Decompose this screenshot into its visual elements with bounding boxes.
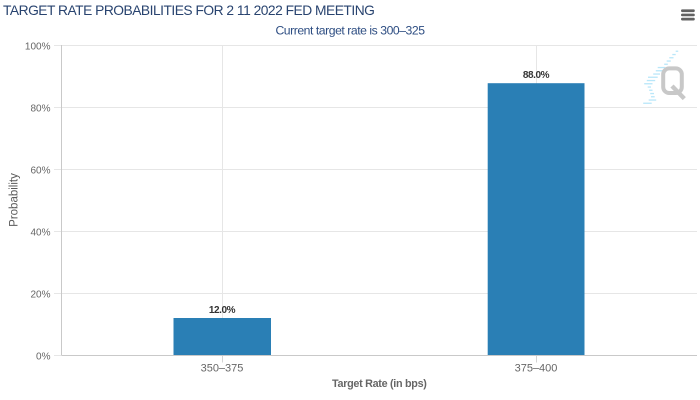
- svg-text:Probability: Probability: [9, 173, 21, 227]
- svg-text:88.0%: 88.0%: [523, 70, 550, 81]
- svg-text:350–375: 350–375: [201, 363, 244, 375]
- svg-text:60%: 60%: [30, 166, 50, 177]
- svg-text:0%: 0%: [36, 352, 51, 363]
- svg-text:Current target rate is 300–325: Current target rate is 300–325: [275, 24, 425, 38]
- svg-text:80%: 80%: [30, 104, 50, 115]
- svg-text:100%: 100%: [25, 42, 51, 53]
- svg-text:20%: 20%: [30, 290, 50, 301]
- svg-text:12.0%: 12.0%: [209, 305, 236, 316]
- svg-text:Target Rate (in bps): Target Rate (in bps): [332, 378, 427, 390]
- svg-text:TARGET RATE PROBABILITIES FOR: TARGET RATE PROBABILITIES FOR 2 11 2022 …: [3, 3, 374, 18]
- svg-text:375–400: 375–400: [515, 363, 558, 375]
- svg-text:40%: 40%: [30, 228, 50, 239]
